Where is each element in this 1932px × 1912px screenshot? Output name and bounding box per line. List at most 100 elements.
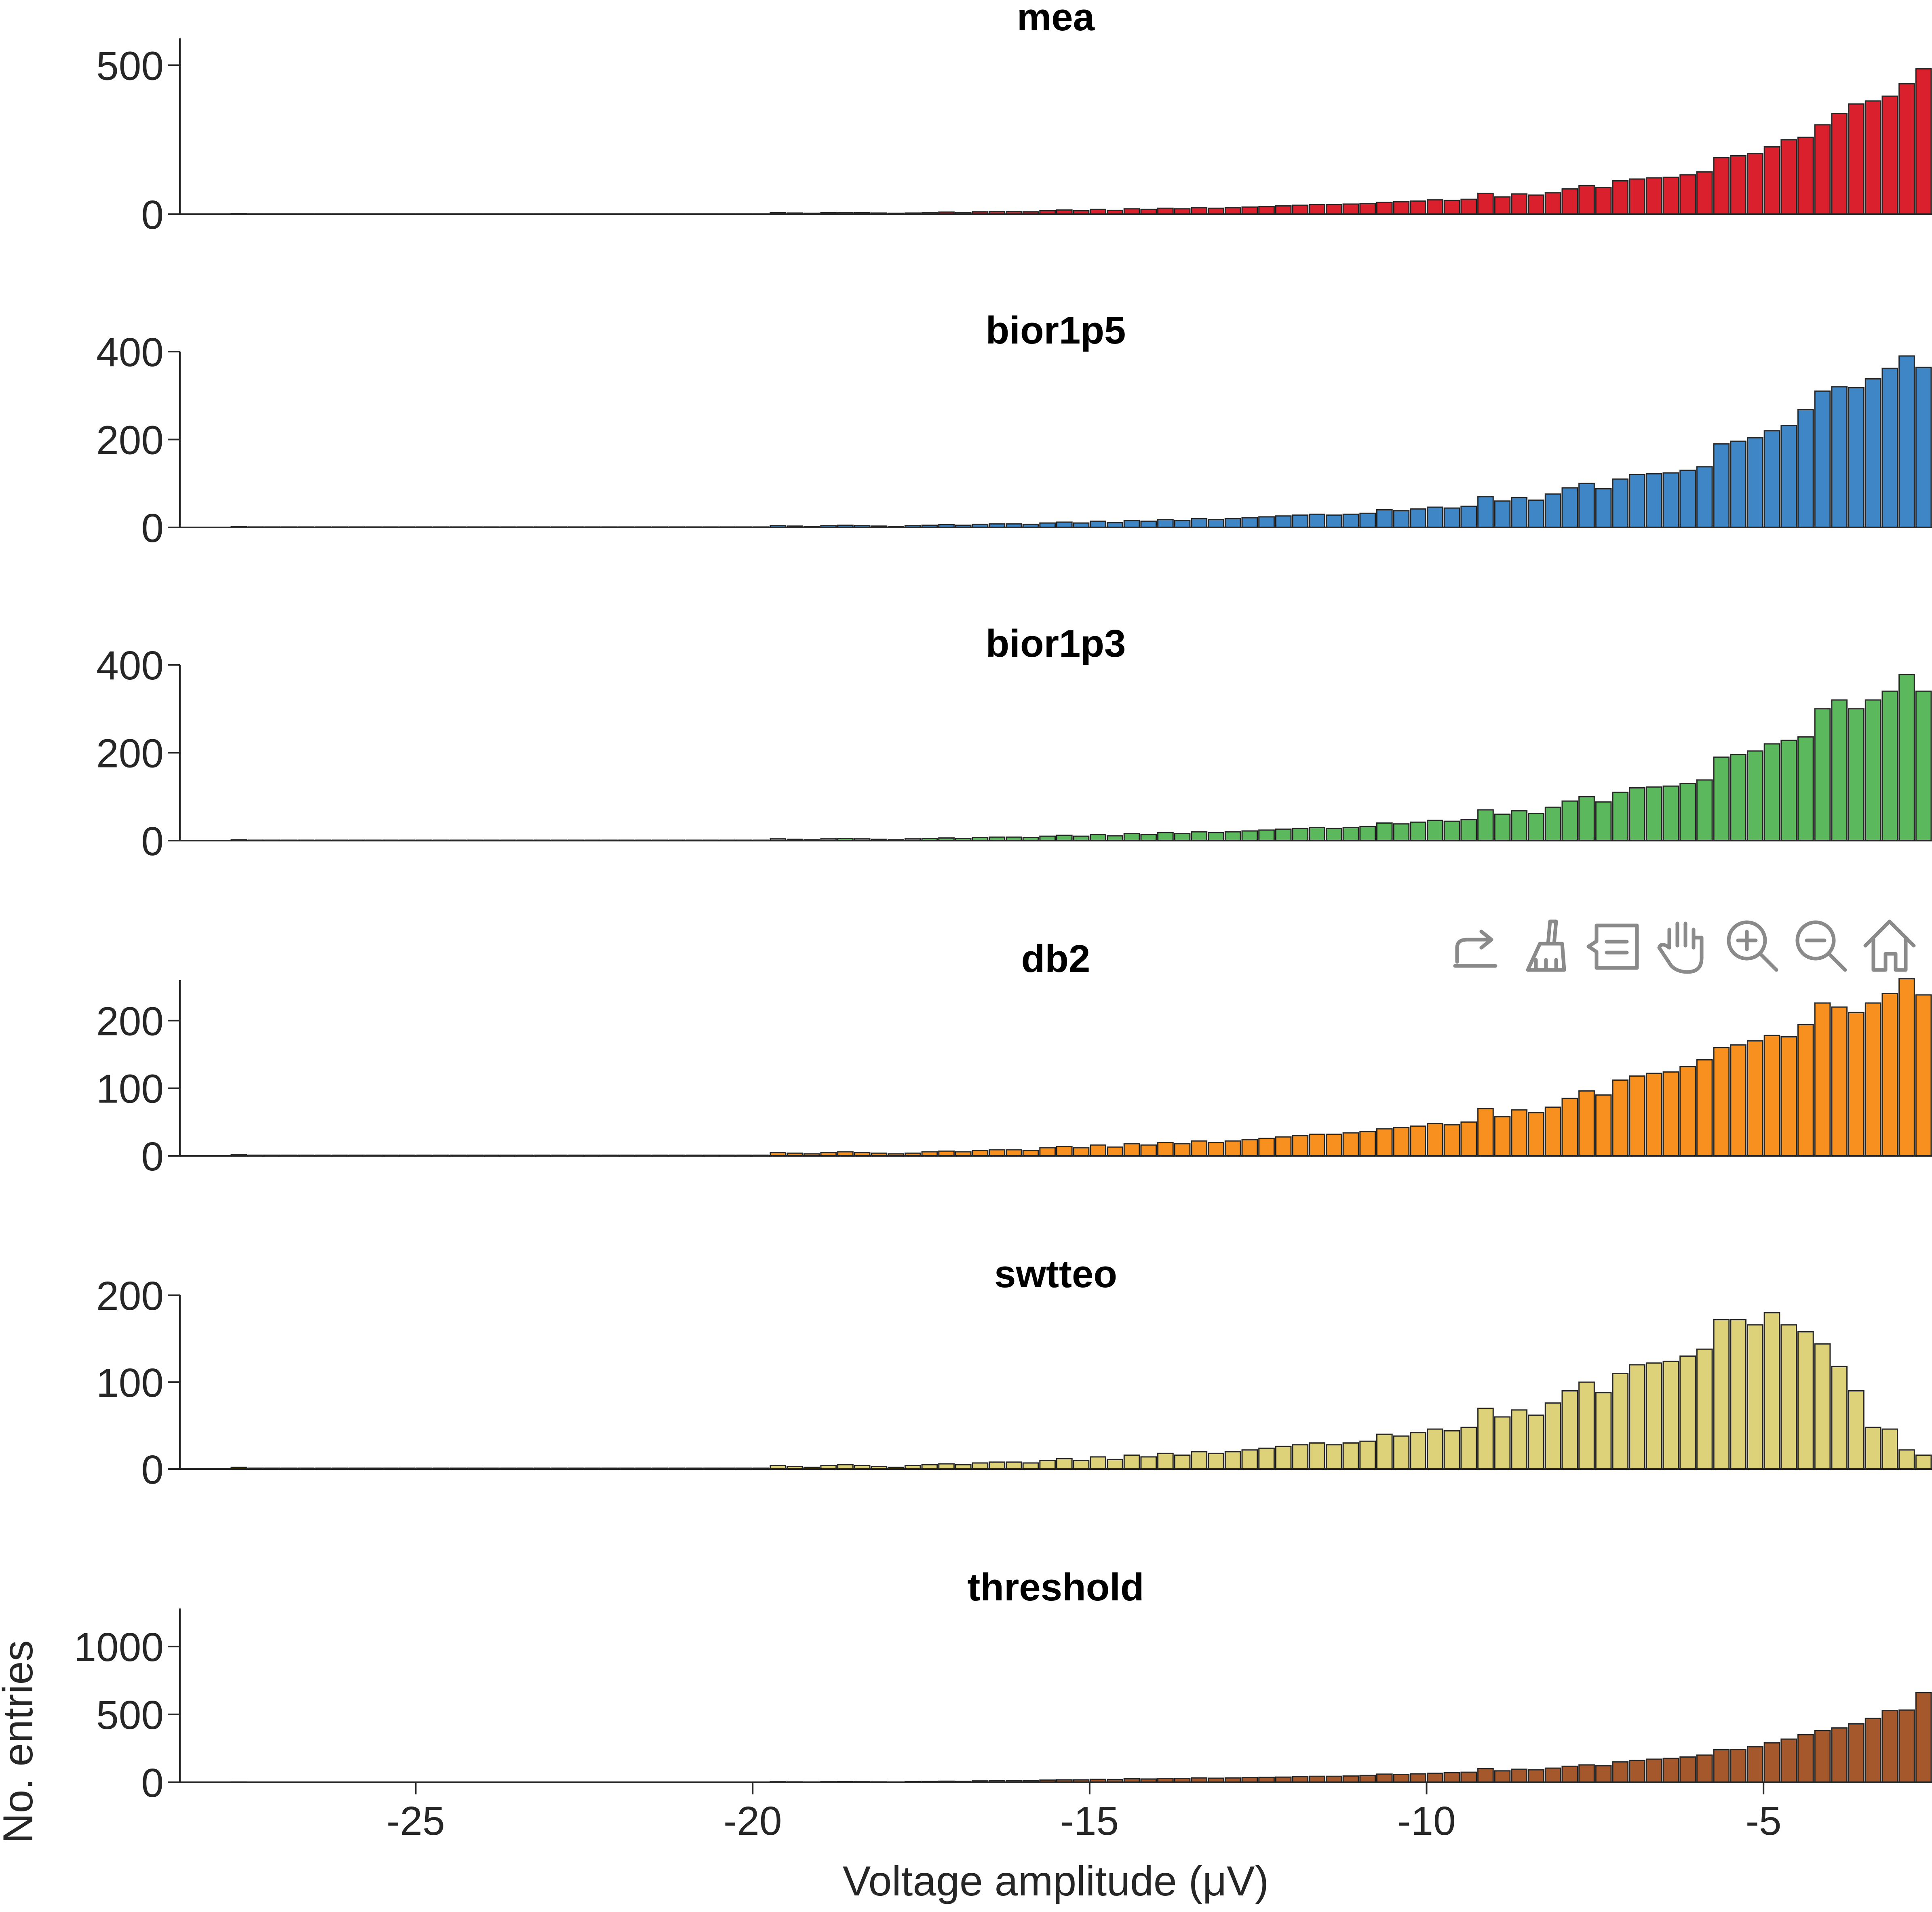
histogram-bar [1544,192,1561,215]
histogram-bar [989,1461,1005,1470]
histogram-bar [1713,1749,1730,1783]
histogram-bar [1578,1764,1595,1783]
histogram-bar [1460,198,1477,215]
histogram-bar [1814,390,1831,528]
histogram-bar [1022,1462,1039,1470]
zoom-in-icon[interactable] [1722,915,1782,976]
histogram-bar [1140,1144,1157,1157]
y-tick-label: 400 [96,643,164,688]
histogram-bar [1780,1324,1797,1470]
panel-threshold: threshold 0 500 1000 -25 -20 -15 -10 -5 [74,1566,1932,1844]
histogram-bar [1645,1362,1662,1470]
histogram-bar [1696,1754,1713,1783]
x-tick-label: -25 [386,1798,445,1844]
histogram-bar [1224,207,1241,215]
histogram-bar [1359,202,1376,215]
histogram-bar [1848,708,1865,841]
histogram-bar [1325,204,1342,215]
histogram-bar [1241,206,1258,215]
histogram-bar [1578,185,1595,215]
y-tick-label: 0 [141,1447,164,1492]
histogram-bar [1342,1775,1359,1783]
histogram-bar [1292,514,1309,528]
histogram-bar [1528,813,1544,841]
histogram-bar [1713,443,1730,528]
data-tips-icon[interactable] [1584,915,1645,976]
histogram-bar [1393,1435,1410,1470]
histogram-bar [1309,1133,1325,1157]
histogram-bar [1191,1140,1208,1157]
histogram-bar [1848,1390,1865,1470]
histogram-bar [1763,1742,1780,1783]
histogram-bar [1511,1109,1528,1157]
histogram-bar [1460,819,1477,841]
histogram-bar [1679,174,1696,215]
histogram-bar [1056,1458,1073,1470]
histogram-bar [1612,478,1629,528]
histogram-bar [1763,743,1780,841]
histogram-bar [1393,1127,1410,1157]
histogram-bar [1915,690,1932,841]
pan-icon[interactable] [1653,915,1714,976]
histogram-bar [1763,1312,1780,1470]
histogram-bar [1443,1430,1460,1470]
home-icon[interactable] [1859,915,1920,976]
histogram-bar [1662,1071,1679,1157]
histogram-bar [1258,829,1275,841]
brush-icon[interactable] [1516,915,1576,976]
histogram-bar [1746,437,1763,528]
histogram-bar [1865,100,1881,215]
histogram-bar [1831,1727,1848,1783]
histogram-bar [1140,1456,1157,1470]
histogram-bar [1696,1059,1713,1157]
zoom-out-icon[interactable] [1791,915,1851,976]
histogram-bar [1831,699,1848,841]
histogram-bar [1427,820,1443,841]
histogram-bar [1309,1442,1325,1470]
histogram-bar [1528,1769,1544,1783]
histogram-bar [1645,177,1662,215]
histogram-bar [1881,95,1898,215]
histogram-bar [1595,801,1612,841]
y-tick-label: 200 [96,418,164,463]
histogram-bar [1865,1718,1881,1783]
histogram-bar [1865,1002,1881,1157]
histogram-bar [1814,124,1831,215]
histogram-bar [1191,518,1208,528]
histogram-bar [1629,1760,1645,1783]
histogram-bar [1427,1773,1443,1783]
histogram-bar [1342,1132,1359,1157]
histogram-bar [1494,196,1511,215]
histogram-bar [1746,1324,1763,1470]
histogram-bar [1629,474,1645,528]
histogram-bar [1443,1124,1460,1157]
histogram-bar [1224,831,1241,841]
histogram-bar [1376,822,1393,841]
histogram-bar [1460,1771,1477,1783]
histogram-bar [1797,409,1814,528]
histogram-bar [1140,521,1157,528]
histogram-bar [1410,508,1427,528]
histogram-bar [1763,146,1780,215]
histogram-bar [1511,497,1528,528]
histogram-bar [1174,1455,1191,1470]
histogram-bar [1814,1730,1831,1783]
histogram-bar [1865,1427,1881,1470]
histogram-bar [1325,1133,1342,1157]
histogram-bar [1275,205,1292,215]
histogram-bar [1578,796,1595,841]
panel-title: db2 [1021,937,1090,980]
histogram-bar [1629,178,1645,215]
export-icon[interactable] [1447,915,1508,976]
histogram-bar [1612,1761,1629,1783]
histogram-bar [1056,1146,1073,1157]
histogram-bar [1528,1415,1544,1470]
histogram-bar [1157,1142,1174,1157]
histogram-bar [1544,1767,1561,1783]
y-tick-label: 1000 [74,1625,164,1670]
histogram-bar [1612,180,1629,215]
histogram-bar [1898,355,1915,528]
histogram-bar [1376,1128,1393,1157]
histogram-bar [1174,833,1191,841]
histogram-bar [1898,978,1915,1157]
